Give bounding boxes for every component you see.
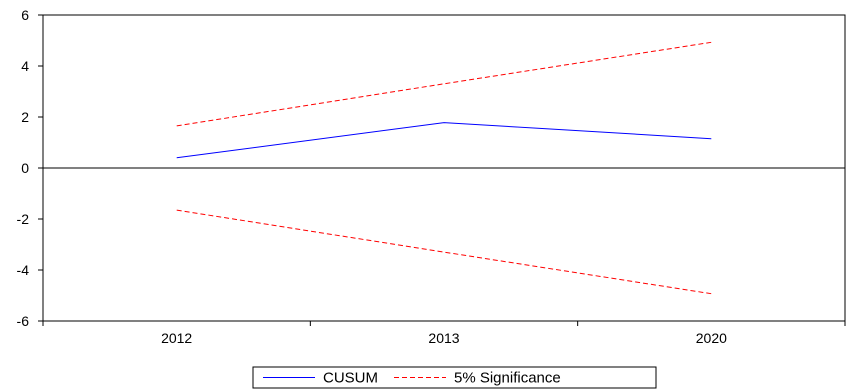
x-tick-label: 2020 [696, 330, 727, 346]
y-axis: 6 4 2 0 -2 -4 -6 [17, 7, 846, 329]
x-axis: 2012 2013 2020 [42, 321, 846, 346]
series-line-1 [176, 41, 712, 127]
x-tick-label: 2013 [428, 330, 459, 346]
legend-label: 5% Significance [454, 370, 561, 387]
y-tick-label: 0 [21, 160, 29, 176]
series-line-2 [176, 209, 712, 295]
legend-label: CUSUM [323, 370, 378, 387]
y-tick-label: -4 [17, 262, 30, 278]
series-line-0 [176, 122, 712, 159]
legend-box [252, 366, 657, 389]
y-tick-label: 6 [21, 7, 29, 23]
y-tick-label: -6 [17, 313, 30, 329]
y-tick-label: 4 [21, 58, 29, 74]
y-tick-label: -2 [17, 211, 30, 227]
legend: CUSUM 5% Significance [252, 366, 657, 389]
series-lines [176, 41, 712, 295]
y-tick-label: 2 [21, 109, 29, 125]
x-tick-label: 2012 [161, 330, 192, 346]
